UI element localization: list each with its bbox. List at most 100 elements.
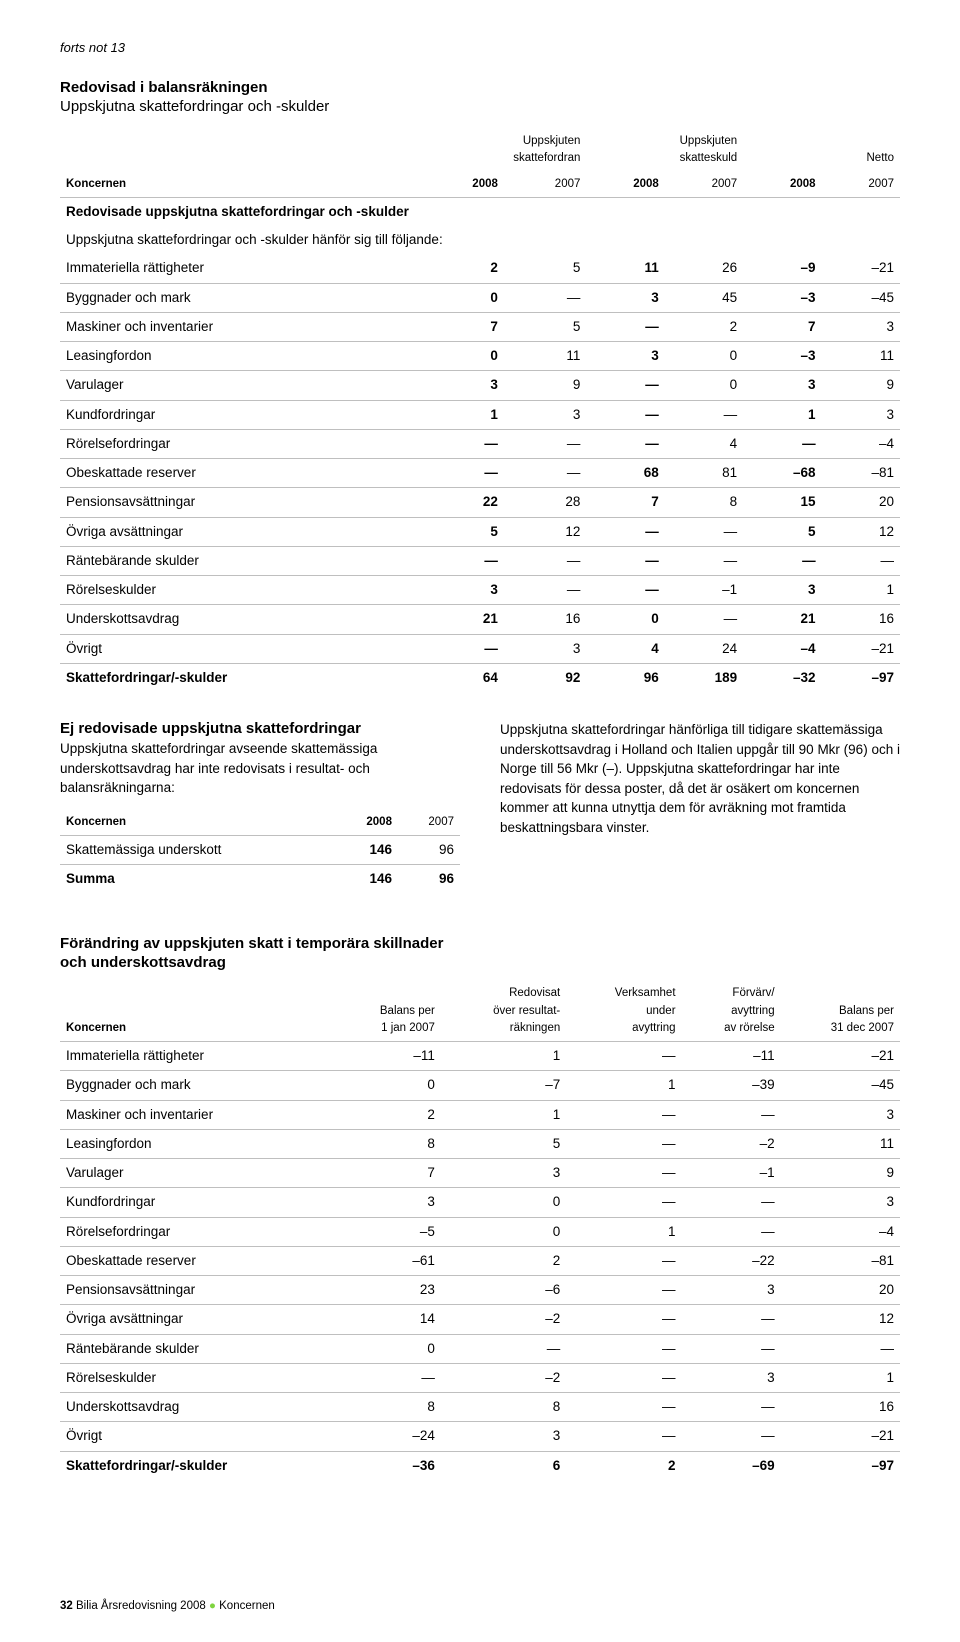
row-value: 7 — [421, 312, 504, 341]
row-value: 11 — [822, 342, 900, 371]
row-value: — — [682, 1393, 781, 1422]
continuation-note: forts not 13 — [60, 40, 900, 55]
section3-sub: och underskottsavdrag — [60, 954, 900, 971]
table-change: Koncernen Balans per 1 jan 2007 Redovisa… — [60, 981, 900, 1480]
row-label: Underskottsavdrag — [60, 605, 421, 634]
table-row: Varulager73—–19 — [60, 1159, 900, 1188]
row-value: –4 — [743, 634, 821, 663]
row-value: — — [743, 429, 821, 458]
row-value: 3 — [441, 1159, 566, 1188]
row-value: — — [665, 400, 743, 429]
row-value: –2 — [682, 1129, 781, 1158]
row-value: 3 — [504, 634, 587, 663]
row-value: — — [566, 1276, 681, 1305]
row-value: 11 — [781, 1129, 900, 1158]
row-value: 3 — [421, 371, 504, 400]
table-row: Obeskattade reserver——6881–68–81 — [60, 459, 900, 488]
section1-sub: Uppskjutna skattefordringar och -skulder — [60, 98, 900, 115]
row-value: –11 — [682, 1042, 781, 1071]
row-label: Leasingfordon — [60, 1129, 335, 1158]
t3-total-c1: 6 — [441, 1451, 566, 1480]
row-label: Pensionsavsättningar — [60, 488, 421, 517]
row-value: –81 — [822, 459, 900, 488]
row-value: 68 — [586, 459, 664, 488]
row-label: Pensionsavsättningar — [60, 1276, 335, 1305]
t1-group-h3: Netto — [743, 129, 900, 172]
row-value: — — [335, 1363, 441, 1392]
table-row: Leasingfordon85—–211 — [60, 1129, 900, 1158]
row-value: –2 — [441, 1305, 566, 1334]
row-value: 16 — [822, 605, 900, 634]
row-value: –22 — [682, 1246, 781, 1275]
row-label: Rörelsefordringar — [60, 429, 421, 458]
row-value: 3 — [781, 1100, 900, 1129]
table-underskott: Koncernen 2008 2007 Skattemässiga unders… — [60, 810, 460, 894]
t1-total-c2: 96 — [586, 663, 664, 692]
row-value: 24 — [665, 634, 743, 663]
row-value: 3 — [421, 576, 504, 605]
row-label: Varulager — [60, 1159, 335, 1188]
t2-total-label: Summa — [60, 865, 336, 894]
table-row: Övriga avsättningar512——512 — [60, 517, 900, 546]
row-value: — — [586, 371, 664, 400]
row-value: 2 — [335, 1100, 441, 1129]
row-value: 21 — [421, 605, 504, 634]
row-value: 45 — [665, 283, 743, 312]
table-row: Maskiner och inventarier75—273 — [60, 312, 900, 341]
row-value: 2 — [441, 1246, 566, 1275]
row-value: 11 — [586, 254, 664, 283]
row-value: 8 — [335, 1129, 441, 1158]
section3-heading: Förändring av uppskjuten skatt i temporä… — [60, 935, 900, 952]
t3-h4: Förvärv/ avyttring av rörelse — [682, 981, 781, 1041]
row-value: 5 — [504, 312, 587, 341]
row-label: Varulager — [60, 371, 421, 400]
row-value: — — [504, 429, 587, 458]
row-value: — — [822, 546, 900, 575]
table-row: Kundfordringar13——13 — [60, 400, 900, 429]
table-row: Övrigt—3424–4–21 — [60, 634, 900, 663]
t2-total-c1: 96 — [398, 865, 460, 894]
row-value: 21 — [743, 605, 821, 634]
t1-total-c5: –97 — [822, 663, 900, 692]
row-value: 0 — [586, 605, 664, 634]
row-value: — — [421, 429, 504, 458]
row-label: Skattemässiga underskott — [60, 835, 336, 864]
row-label: Räntebärande skulder — [60, 546, 421, 575]
row-value: 4 — [665, 429, 743, 458]
row-value: 14 — [335, 1305, 441, 1334]
row-label: Kundfordringar — [60, 400, 421, 429]
row-value: 1 — [781, 1363, 900, 1392]
row-value: 26 — [665, 254, 743, 283]
t3-corner: Koncernen — [60, 981, 335, 1041]
row-value: — — [586, 429, 664, 458]
row-value: 3 — [682, 1276, 781, 1305]
row-value: 16 — [781, 1393, 900, 1422]
t1-y3: 2008 — [586, 172, 664, 198]
row-value: 2 — [421, 254, 504, 283]
row-value: — — [682, 1188, 781, 1217]
row-value: 15 — [743, 488, 821, 517]
section2-para: Uppskjutna skattefordringar avseende ska… — [60, 739, 460, 798]
row-value: –39 — [682, 1071, 781, 1100]
row-value: 22 — [421, 488, 504, 517]
t2-y1: 2008 — [336, 810, 398, 836]
row-value: — — [743, 546, 821, 575]
row-value: 4 — [586, 634, 664, 663]
table-row: Rörelsefordringar———4—–4 — [60, 429, 900, 458]
row-label: Övrigt — [60, 634, 421, 663]
row-value: –6 — [441, 1276, 566, 1305]
footer-text1: Bilia Årsredovisning 2008 — [76, 1600, 206, 1612]
t1-group-h2: Uppskjuten skatteskuld — [586, 129, 743, 172]
row-value: — — [566, 1159, 681, 1188]
row-value: — — [566, 1422, 681, 1451]
row-value: 3 — [822, 312, 900, 341]
row-value: 11 — [504, 342, 587, 371]
row-value: –11 — [335, 1042, 441, 1071]
row-value: — — [566, 1305, 681, 1334]
table-row: Övriga avsättningar14–2——12 — [60, 1305, 900, 1334]
row-value: 12 — [781, 1305, 900, 1334]
row-value: –3 — [743, 283, 821, 312]
row-value: — — [682, 1100, 781, 1129]
row-value: 1 — [822, 576, 900, 605]
t1-total-c1: 92 — [504, 663, 587, 692]
